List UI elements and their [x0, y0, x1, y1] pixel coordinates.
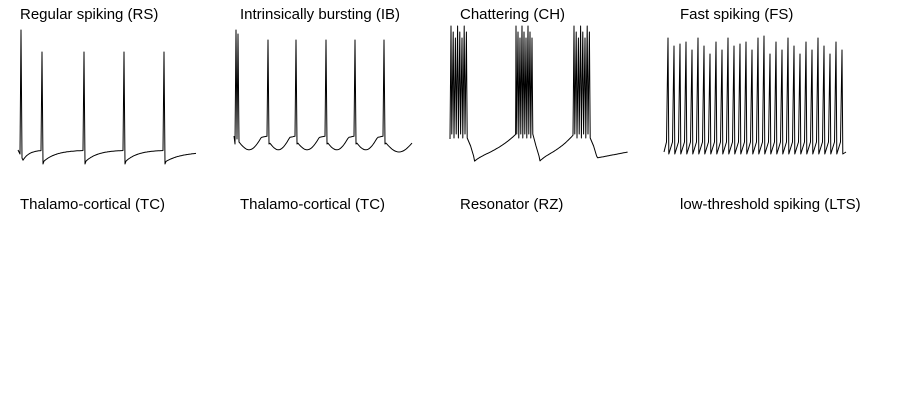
trace-fs-line — [663, 35, 847, 155]
panel-title-fs: Fast spiking (FS) — [680, 6, 794, 23]
panel-title-rz: Resonator (RZ) — [460, 196, 564, 213]
panel-title-lts: low-threshold spiking (LTS) — [680, 196, 861, 213]
trace-ch-line — [449, 25, 628, 162]
trace-rs-line — [17, 29, 197, 165]
panel-title-ib: Intrinsically bursting (IB) — [240, 6, 401, 23]
trace-ib-line — [233, 29, 413, 153]
trace-ch — [449, 25, 628, 162]
trace-ib — [233, 29, 413, 153]
trace-rs — [17, 29, 197, 165]
panel-title-tc-1: Thalamo-cortical (TC) — [20, 196, 166, 213]
panel-title-tc-2: Thalamo-cortical (TC) — [240, 196, 386, 213]
panel-title-ch: Chattering (CH) — [460, 6, 566, 23]
trace-fs — [663, 35, 847, 155]
panel-title-rs: Regular spiking (RS) — [20, 6, 159, 23]
